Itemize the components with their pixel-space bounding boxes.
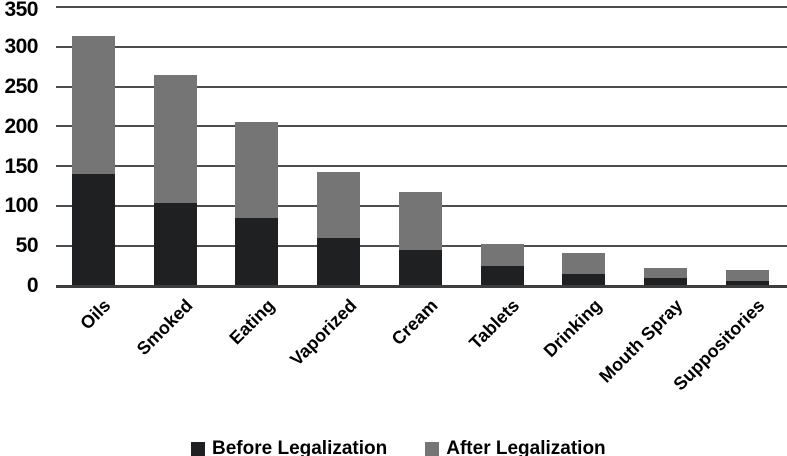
x-category-label-mouth-spray: Mouth Spray (595, 295, 687, 387)
x-category-label-oils: Oils (76, 295, 115, 334)
legend-label: After Legalization (446, 438, 606, 456)
y-tick-label-100: 100 (4, 194, 38, 218)
bar-segment-before-legalization (235, 217, 279, 286)
bar-stack-vaporized (317, 171, 361, 286)
bar-segment-after-legalization (398, 192, 442, 250)
bar-segment-after-legalization (235, 122, 279, 218)
gridline-250 (56, 85, 787, 88)
bar-segment-after-legalization (643, 267, 687, 279)
legend-item-after-legalization: After Legalization (425, 438, 606, 456)
bar-stack-eating (235, 122, 279, 286)
legend-label: Before Legalization (212, 438, 388, 456)
bar-stack-cream (398, 192, 442, 286)
bar-segment-before-legalization (317, 237, 361, 286)
chart-legend: Before Legalization After Legalization (191, 438, 606, 456)
legend-swatch-icon (191, 442, 205, 456)
x-category-label-vaporized: Vaporized (285, 295, 361, 370)
bar-segment-after-legalization (480, 244, 524, 267)
y-tick-label-150: 150 (4, 154, 38, 178)
bar-segment-after-legalization (72, 36, 115, 175)
bar-stack-smoked (153, 75, 197, 286)
bar-segment-before-legalization (72, 174, 115, 286)
gridline-350 (56, 6, 787, 8)
x-axis-line (56, 284, 787, 288)
y-tick-label-350: 350 (4, 0, 38, 21)
bar-segment-after-legalization (317, 171, 361, 238)
x-category-label-eating: Eating (225, 295, 279, 349)
x-category-label-smoked: Smoked (132, 295, 197, 359)
y-tick-label-200: 200 (4, 114, 38, 138)
bar-stack-oils (72, 36, 115, 286)
y-tick-label-250: 250 (4, 75, 38, 99)
legend-swatch-icon (425, 442, 440, 456)
bar-stack-suppositories (725, 269, 769, 286)
bar-segment-after-legalization (153, 75, 197, 203)
x-category-label-cream: Cream (387, 295, 442, 350)
bar-segment-before-legalization (725, 280, 769, 286)
bar-segment-after-legalization (562, 252, 606, 274)
y-tick-label-300: 300 (4, 35, 38, 59)
bar-segment-before-legalization (480, 266, 524, 286)
gridline-150 (56, 165, 787, 168)
bar-segment-after-legalization (725, 269, 769, 281)
bar-stack-mouth-spray (643, 267, 687, 286)
y-tick-label-50: 50 (15, 234, 39, 258)
legend-item-before-legalization: Before Legalization (191, 438, 387, 456)
gridline-300 (56, 45, 787, 48)
x-category-label-tablets: Tablets (465, 295, 524, 354)
bar-segment-before-legalization (398, 249, 442, 286)
bar-segment-before-legalization (643, 278, 687, 286)
bar-segment-before-legalization (153, 202, 197, 286)
bar-stack-tablets (480, 244, 524, 286)
bar-segment-before-legalization (562, 273, 606, 286)
y-tick-label-0: 0 (26, 274, 39, 297)
x-category-label-drinking: Drinking (539, 295, 606, 362)
gridline-200 (56, 125, 787, 128)
bar-stack-drinking (562, 252, 606, 286)
